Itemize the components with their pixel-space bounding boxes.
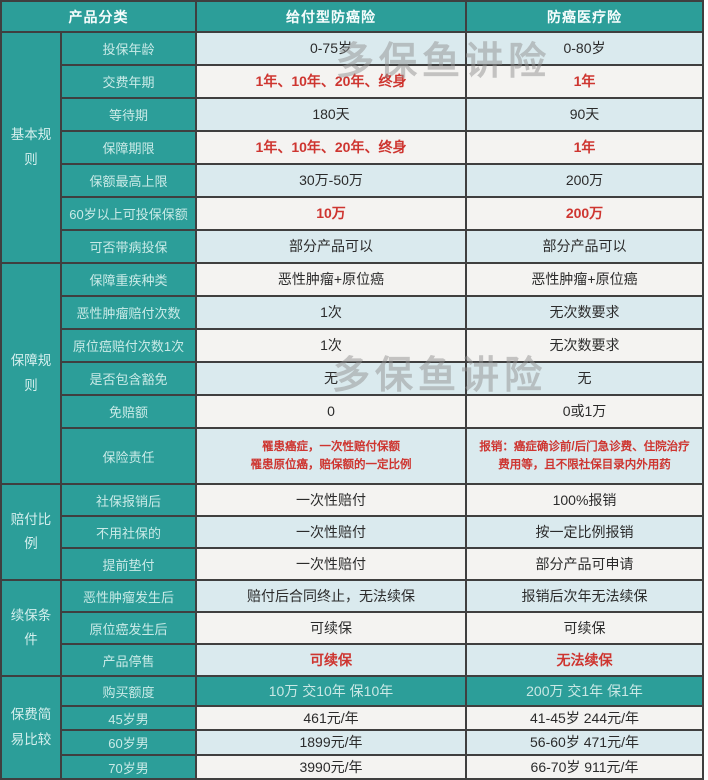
value-cell-col3: 无: [467, 363, 702, 394]
value-cell-col3: 100%报销: [467, 485, 702, 515]
row-label-cell: 60岁男: [62, 731, 195, 754]
value-cell-col2: 1年、10年、20年、终身: [197, 66, 465, 97]
value-cell-col2: 1次: [197, 330, 465, 361]
value-cell-col3: 41-45岁 244元/年: [467, 707, 702, 729]
row-label-cell: 保障期限: [62, 132, 195, 163]
value-cell-col2: 恶性肿瘤+原位癌: [197, 264, 465, 295]
row-label-cell: 产品停售: [62, 645, 195, 675]
group-cell-4: 保费简易比较: [2, 677, 60, 778]
value-cell-col3: 无次数要求: [467, 297, 702, 328]
value-cell-col2: 3990元/年: [197, 756, 465, 778]
row-label-cell: 交费年期: [62, 66, 195, 97]
value-cell-col3: 按一定比例报销: [467, 517, 702, 547]
value-cell-col2: 1次: [197, 297, 465, 328]
row-label-cell: 恶性肿瘤发生后: [62, 581, 195, 611]
row-label-cell: 45岁男: [62, 707, 195, 729]
row-label-cell: 不用社保的: [62, 517, 195, 547]
row-label-cell: 是否包含豁免: [62, 363, 195, 394]
value-cell-col2: 0-75岁: [197, 33, 465, 64]
row-label-cell: 原位癌赔付次数1次: [62, 330, 195, 361]
value-cell-col3: 部分产品可申请: [467, 549, 702, 579]
row-label-cell: 等待期: [62, 99, 195, 130]
row-label-cell: 提前垫付: [62, 549, 195, 579]
value-cell-col3: 无法续保: [467, 645, 702, 675]
row-label-cell: 可否带病投保: [62, 231, 195, 262]
row-label-cell: 社保报销后: [62, 485, 195, 515]
value-cell-col2: 可续保: [197, 613, 465, 643]
header-cell-cancer-medical-insurance: 防癌医疗险: [467, 2, 702, 31]
value-cell-col3: 无次数要求: [467, 330, 702, 361]
row-label-cell: 投保年龄: [62, 33, 195, 64]
value-cell-col3: 90天: [467, 99, 702, 130]
value-cell-col2: 1899元/年: [197, 731, 465, 754]
value-cell-col3: 1年: [467, 66, 702, 97]
value-cell-col3: 200万: [467, 198, 702, 229]
group-cell-1: 保障规则: [2, 264, 60, 483]
header-cell-benefit-cancer-insurance: 给付型防癌险: [197, 2, 465, 31]
value-cell-col3: 66-70岁 911元/年: [467, 756, 702, 778]
value-cell-col3: 200万: [467, 165, 702, 196]
row-label-cell: 免赔额: [62, 396, 195, 427]
value-cell-col2: 一次性赔付: [197, 517, 465, 547]
value-cell-col2: 可续保: [197, 645, 465, 675]
value-cell-col2: 10万: [197, 198, 465, 229]
value-cell-col2: 部分产品可以: [197, 231, 465, 262]
value-cell-col2: 10万 交10年 保10年: [197, 677, 465, 705]
group-cell-2: 赔付比例: [2, 485, 60, 579]
value-cell-col3: 1年: [467, 132, 702, 163]
value-cell-col2: 0: [197, 396, 465, 427]
value-cell-col2: 无: [197, 363, 465, 394]
value-cell-col2: 一次性赔付: [197, 549, 465, 579]
group-cell-0: 基本规则: [2, 33, 60, 262]
value-cell-col3: 可续保: [467, 613, 702, 643]
row-label-cell: 保额最高上限: [62, 165, 195, 196]
row-label-cell: 60岁以上可投保保额: [62, 198, 195, 229]
value-cell-col2: 一次性赔付: [197, 485, 465, 515]
value-cell-col3: 部分产品可以: [467, 231, 702, 262]
value-cell-col2: 1年、10年、20年、终身: [197, 132, 465, 163]
value-cell-col2: 30万-50万: [197, 165, 465, 196]
header-cell-product-category: 产品分类: [2, 2, 195, 31]
value-cell-col2: 180天: [197, 99, 465, 130]
value-cell-col3: 报销后次年无法续保: [467, 581, 702, 611]
row-label-cell: 保障重疾种类: [62, 264, 195, 295]
row-label-cell: 70岁男: [62, 756, 195, 778]
row-label-cell: 购买额度: [62, 677, 195, 705]
row-label-cell: 保险责任: [62, 429, 195, 483]
value-cell-col3: 200万 交1年 保1年: [467, 677, 702, 705]
value-cell-col3: 报销：癌症确诊前/后门急诊费、住院治疗 费用等，且不限社保目录内外用药: [467, 429, 702, 483]
value-cell-col2: 461元/年: [197, 707, 465, 729]
value-cell-col2: 赔付后合同终止，无法续保: [197, 581, 465, 611]
value-cell-col3: 恶性肿瘤+原位癌: [467, 264, 702, 295]
row-label-cell: 恶性肿瘤赔付次数: [62, 297, 195, 328]
value-cell-col3: 0-80岁: [467, 33, 702, 64]
row-label-cell: 原位癌发生后: [62, 613, 195, 643]
value-cell-col3: 0或1万: [467, 396, 702, 427]
value-cell-col3: 56-60岁 471元/年: [467, 731, 702, 754]
group-cell-3: 续保条件: [2, 581, 60, 675]
value-cell-col2: 罹患癌症，一次性赔付保额 罹患原位癌，赔保额的一定比例: [197, 429, 465, 483]
